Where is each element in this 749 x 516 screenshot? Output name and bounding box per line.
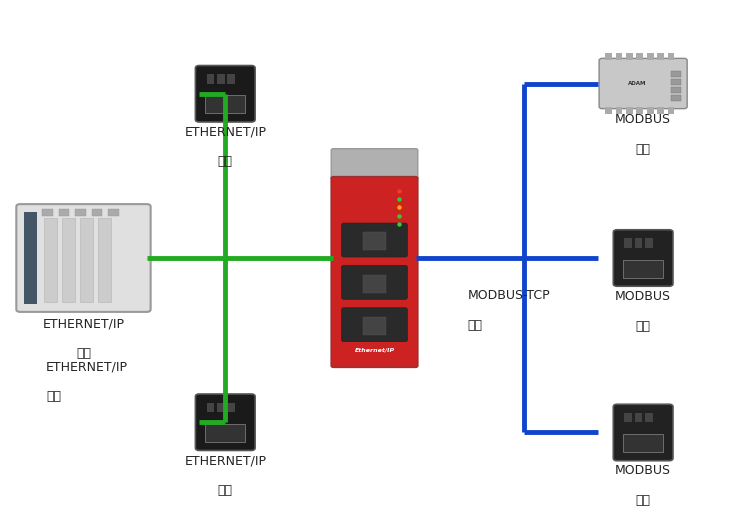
Bar	[635, 413, 643, 422]
Bar	[646, 413, 653, 422]
FancyBboxPatch shape	[342, 265, 407, 299]
Bar	[637, 107, 643, 114]
Text: ETHERNET/IP: ETHERNET/IP	[184, 125, 266, 139]
Bar	[671, 95, 681, 102]
Bar	[91, 209, 102, 216]
Bar	[207, 402, 214, 412]
Text: MODBUS-TCP: MODBUS-TCP	[468, 289, 551, 302]
Bar	[668, 53, 675, 60]
Bar	[635, 238, 643, 248]
Bar	[217, 74, 225, 84]
Bar	[62, 218, 75, 302]
Bar	[658, 53, 664, 60]
Text: 从站: 从站	[218, 484, 233, 497]
Bar	[228, 74, 235, 84]
Bar	[363, 232, 386, 250]
Bar	[59, 209, 70, 216]
Bar	[625, 413, 632, 422]
Bar	[24, 212, 37, 304]
Bar	[207, 74, 214, 84]
FancyBboxPatch shape	[195, 66, 255, 122]
FancyBboxPatch shape	[599, 58, 687, 109]
Bar	[626, 107, 633, 114]
Text: ADAM: ADAM	[628, 81, 646, 86]
Text: Ethernet/IP: Ethernet/IP	[354, 348, 395, 353]
Text: ETHERNET/IP: ETHERNET/IP	[43, 317, 124, 330]
Bar	[605, 107, 612, 114]
Bar	[108, 209, 118, 216]
FancyBboxPatch shape	[613, 230, 673, 286]
Text: 总线: 总线	[46, 391, 61, 404]
FancyBboxPatch shape	[331, 149, 418, 180]
Bar	[228, 402, 235, 412]
Bar	[671, 71, 681, 77]
FancyBboxPatch shape	[331, 176, 418, 367]
Bar	[363, 317, 386, 335]
Bar	[205, 424, 246, 442]
Bar	[616, 53, 622, 60]
Bar	[671, 79, 681, 85]
Bar	[637, 53, 643, 60]
Bar	[217, 402, 225, 412]
Bar	[647, 53, 654, 60]
Text: 从站: 从站	[636, 494, 651, 507]
Bar	[668, 107, 675, 114]
Bar	[97, 218, 111, 302]
Bar	[616, 107, 622, 114]
Text: 从站: 从站	[636, 142, 651, 155]
Text: ETHERNET/IP: ETHERNET/IP	[46, 361, 128, 374]
Text: MODBUS: MODBUS	[615, 464, 671, 477]
FancyBboxPatch shape	[16, 204, 151, 312]
Bar	[44, 218, 58, 302]
Text: MODBUS: MODBUS	[615, 290, 671, 303]
Bar	[605, 53, 612, 60]
Bar	[43, 209, 53, 216]
Bar	[623, 434, 664, 452]
Text: MODBUS: MODBUS	[615, 113, 671, 126]
Bar	[205, 95, 246, 114]
Bar	[647, 107, 654, 114]
FancyBboxPatch shape	[342, 223, 407, 257]
Bar	[623, 260, 664, 278]
Bar	[79, 218, 93, 302]
FancyBboxPatch shape	[342, 308, 407, 342]
Bar	[671, 87, 681, 93]
Bar	[363, 275, 386, 293]
Bar	[625, 238, 632, 248]
Bar	[75, 209, 85, 216]
Text: 主站: 主站	[76, 347, 91, 360]
Text: 从站: 从站	[636, 319, 651, 333]
Text: 总线: 总线	[468, 318, 483, 332]
FancyBboxPatch shape	[613, 404, 673, 461]
Text: ETHERNET/IP: ETHERNET/IP	[184, 454, 266, 467]
FancyBboxPatch shape	[195, 394, 255, 450]
Bar	[658, 107, 664, 114]
Bar	[626, 53, 633, 60]
Text: 从站: 从站	[218, 155, 233, 168]
Bar	[646, 238, 653, 248]
